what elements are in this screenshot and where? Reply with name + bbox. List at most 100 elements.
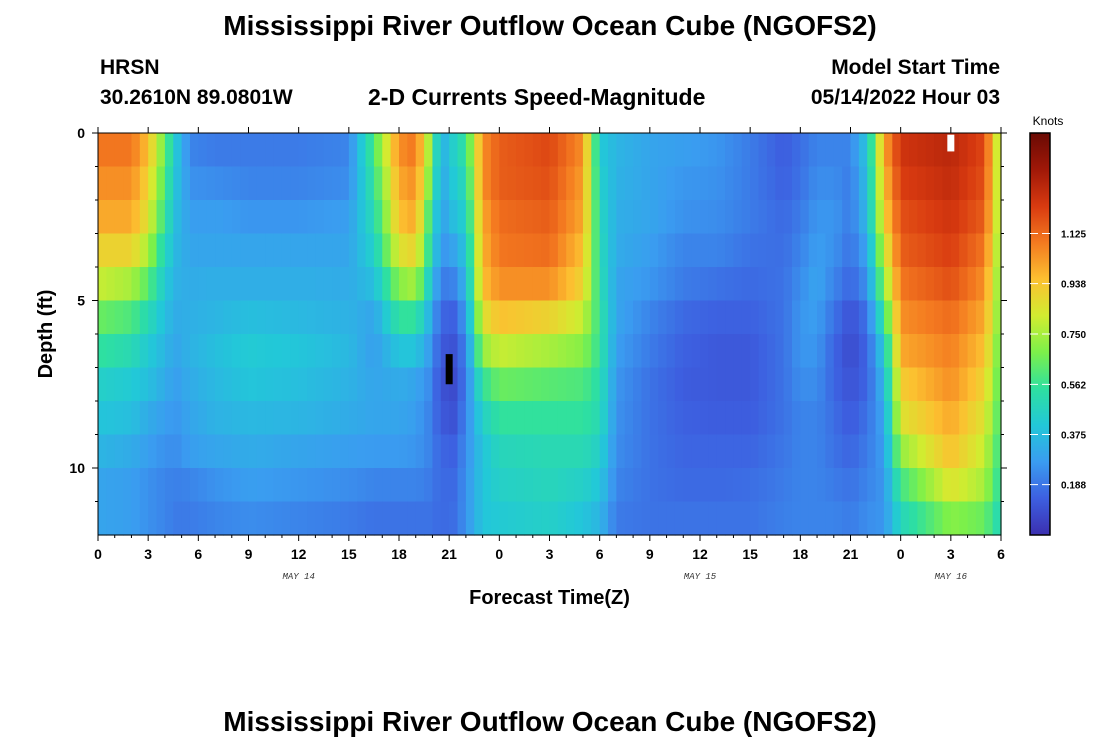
heatmap-cell [633, 334, 643, 369]
heatmap-cell [975, 133, 985, 168]
heatmap-cell [725, 166, 735, 201]
heatmap-cell [800, 233, 810, 268]
heatmap-cell [215, 166, 225, 201]
heatmap-cell [340, 300, 350, 335]
heatmap-cell [766, 166, 776, 201]
heatmap-cell [959, 434, 969, 469]
heatmap-cell [114, 300, 124, 335]
heatmap-cell [290, 434, 300, 469]
heatmap-cell [733, 401, 743, 436]
heatmap-cell [666, 200, 676, 235]
heatmap-cell [198, 501, 208, 536]
heatmap-cell [123, 200, 133, 235]
heatmap-cell [633, 367, 643, 402]
heatmap-cell [131, 200, 141, 235]
heatmap-cell [298, 300, 308, 335]
heatmap-cell [658, 133, 668, 168]
heatmap-cell [909, 300, 918, 335]
heatmap-cell [633, 200, 643, 235]
heatmap-cell [449, 334, 459, 369]
heatmap-cell [123, 300, 133, 335]
colorbar-ticks: 1.125 0.938 0.750 0.562 0.375 0.188 [1030, 230, 1086, 492]
heatmap-cell [265, 233, 275, 268]
heatmap-cell [507, 267, 517, 302]
heatmap-cell [348, 200, 358, 235]
heatmap-cell [992, 334, 1002, 369]
heatmap-cell [700, 468, 709, 503]
heatmap-cell [516, 300, 526, 335]
heatmap-cell [858, 434, 868, 469]
heatmap-cell [499, 233, 509, 268]
heatmap-cell [198, 133, 208, 168]
heatmap-cell [950, 133, 960, 168]
heatmap-cell [582, 434, 592, 469]
heatmap-cell [189, 166, 199, 201]
heatmap-cell [716, 434, 726, 469]
heatmap-cell [658, 334, 668, 369]
heatmap-cell [691, 166, 701, 201]
heatmap-cell [98, 367, 107, 402]
heatmap-cell [892, 367, 902, 402]
heatmap-cell [524, 501, 534, 536]
heatmap-cell [892, 468, 902, 503]
heatmap-cell [482, 166, 492, 201]
heatmap-cell [616, 468, 626, 503]
heatmap-cell [766, 200, 776, 235]
heatmap-cell [474, 300, 484, 335]
heatmap-cell [248, 133, 258, 168]
heatmap-cell [608, 468, 617, 503]
heatmap-cell [181, 401, 191, 436]
heatmap-cell [725, 401, 735, 436]
heatmap-cell [967, 300, 977, 335]
heatmap-cell [741, 334, 751, 369]
heatmap-cell [432, 267, 442, 302]
heatmap-cell [574, 367, 584, 402]
heatmap-cell [574, 501, 584, 536]
heatmap-cell [424, 501, 434, 536]
heatmap-cell [649, 468, 659, 503]
heatmap-cell [256, 133, 266, 168]
heatmap-cell [791, 367, 801, 402]
heatmap-cell [457, 166, 467, 201]
heatmap-cell [106, 166, 116, 201]
heatmap-cell [658, 200, 668, 235]
heatmap-cell [883, 267, 893, 302]
heatmap-cell [599, 434, 609, 469]
heatmap-cell [490, 434, 500, 469]
heatmap-cell [298, 267, 308, 302]
x-tick-label: 18 [391, 546, 407, 562]
heatmap-cell [833, 133, 843, 168]
heatmap-cell [800, 267, 810, 302]
heatmap-cell [649, 334, 659, 369]
heatmap-cell [432, 401, 442, 436]
heatmap-cell [424, 267, 434, 302]
heatmap-cell [959, 334, 969, 369]
heatmap-cell [357, 501, 367, 536]
heatmap-cell [457, 434, 467, 469]
heatmap-cell [357, 300, 367, 335]
heatmap-cell [925, 434, 935, 469]
heatmap-cell [750, 233, 760, 268]
heatmap-cell [833, 501, 843, 536]
heatmap-cell [490, 267, 500, 302]
heatmap-cell [950, 401, 960, 436]
heatmap-cell [691, 434, 701, 469]
heatmap-cell [373, 501, 383, 536]
heatmap-cell [758, 200, 768, 235]
heatmap-cell [181, 501, 191, 536]
heatmap-cell [307, 501, 316, 536]
heatmap-cell [373, 367, 383, 402]
heatmap-cell [348, 334, 358, 369]
heatmap-cell [490, 233, 500, 268]
heatmap-cell [315, 233, 325, 268]
heatmap-cell [240, 267, 250, 302]
model-start-label: Model Start Time [831, 56, 1000, 79]
heatmap-cell [482, 200, 492, 235]
heatmap-cell [691, 334, 701, 369]
heatmap-cell [959, 367, 969, 402]
heatmap-cell [382, 200, 392, 235]
heatmap-cell [708, 334, 718, 369]
heatmap-cell [892, 300, 902, 335]
heatmap-cell [407, 334, 417, 369]
heatmap-cell [691, 233, 701, 268]
